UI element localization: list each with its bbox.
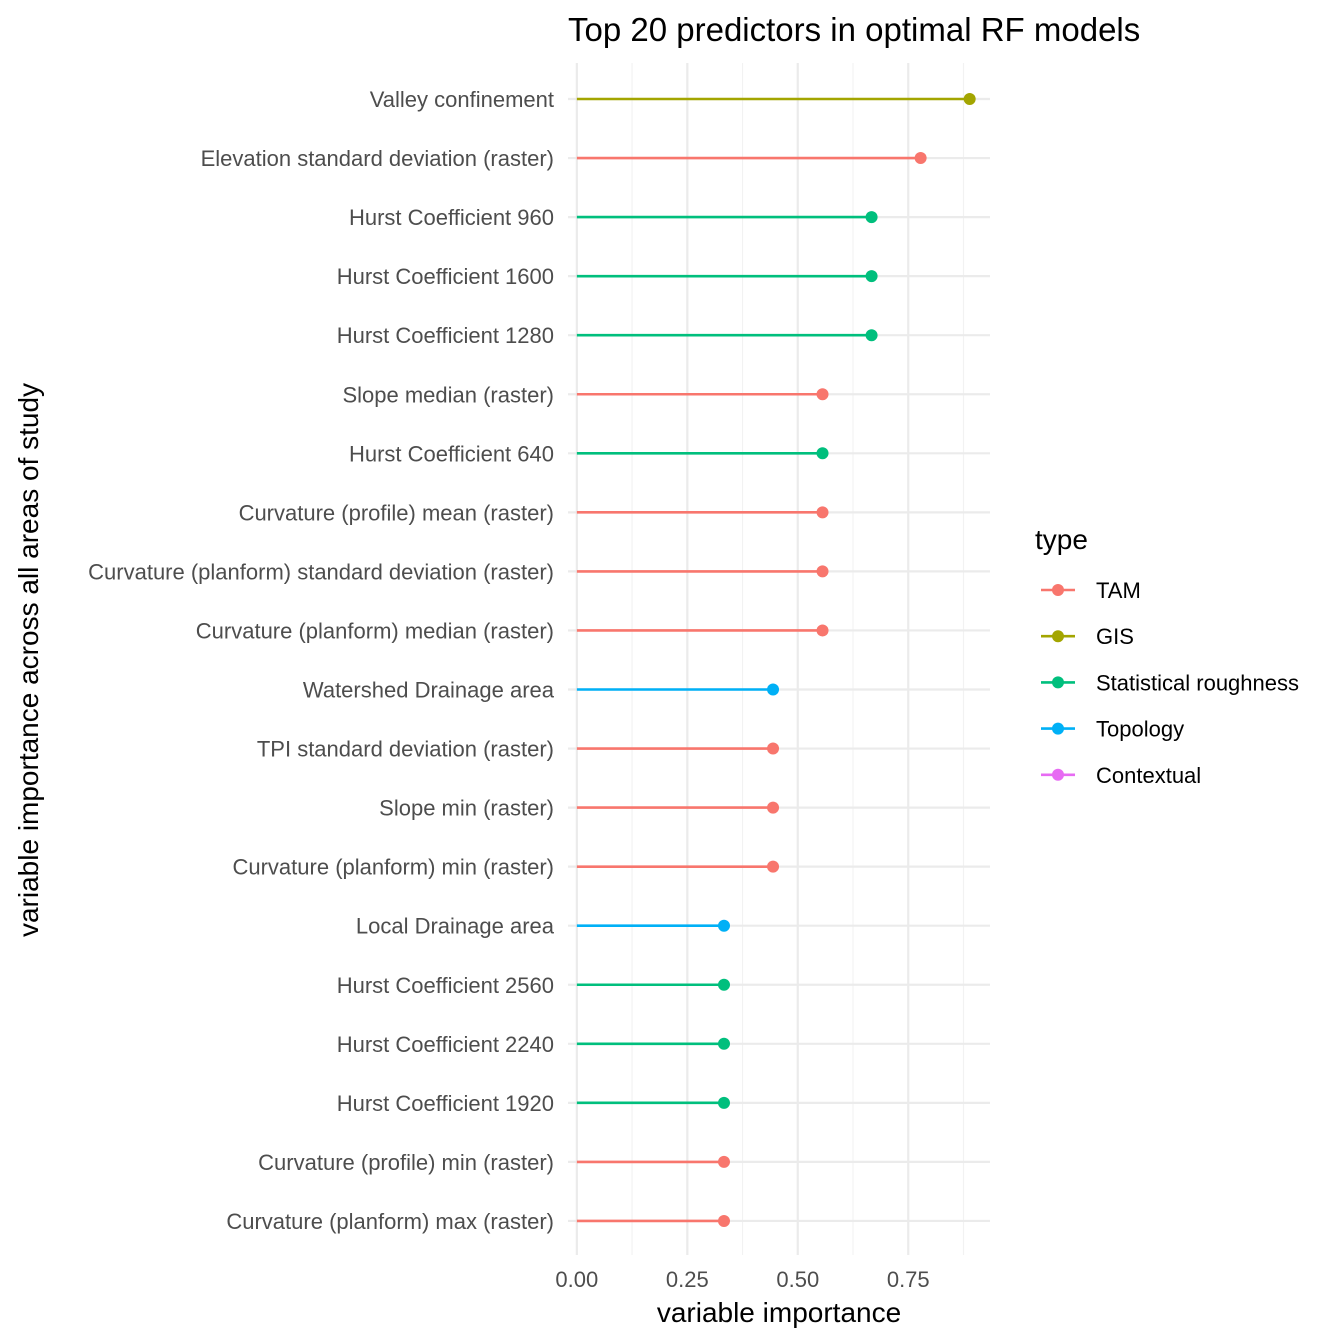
- lollipop-point: [717, 919, 730, 932]
- y-tick-label: Valley confinement: [370, 87, 554, 112]
- legend-key-point: [1052, 630, 1064, 643]
- lollipop-point: [717, 1037, 730, 1050]
- lollipop-point: [914, 152, 927, 165]
- legend-key: [1041, 584, 1075, 596]
- legend-key-point: [1052, 768, 1064, 781]
- lollipop-point: [767, 742, 780, 755]
- y-tick-label: Curvature (profile) mean (raster): [239, 500, 554, 525]
- lollipop-point: [816, 624, 829, 637]
- x-tick-label: 0.75: [887, 1267, 930, 1292]
- y-tick-label: Hurst Coefficient 2560: [337, 973, 554, 998]
- y-tick-label: Hurst Coefficient 2240: [337, 1032, 554, 1057]
- lollipop-segments: [576, 97, 970, 1223]
- x-tick-label: 0.50: [776, 1267, 819, 1292]
- y-tick-label: Hurst Coefficient 1920: [337, 1091, 554, 1116]
- y-tick-label: Curvature (planform) standard deviation …: [88, 559, 554, 584]
- y-tick-label: Elevation standard deviation (raster): [201, 146, 554, 171]
- lollipop-point: [717, 1096, 730, 1109]
- legend-key-point: [1052, 722, 1064, 735]
- y-tick-label: Hurst Coefficient 1600: [337, 264, 554, 289]
- y-tick-label: Local Drainage area: [356, 914, 555, 939]
- x-tick-label: 0.00: [555, 1267, 598, 1292]
- legend-label: Statistical roughness: [1096, 670, 1299, 695]
- y-tick-label: Curvature (planform) max (raster): [226, 1209, 554, 1234]
- lollipop-point: [816, 388, 829, 401]
- y-axis-title: variable importance across all areas of …: [13, 383, 44, 937]
- legend-label: Topology: [1096, 717, 1184, 742]
- y-tick-labels: Valley confinement Elevation standard dev…: [88, 87, 555, 1234]
- lollipop-point: [816, 447, 829, 460]
- legend-label: GIS: [1096, 624, 1134, 649]
- y-tick-label: Slope min (raster): [379, 796, 554, 821]
- y-tick-label: Curvature (planform) min (raster): [232, 855, 554, 880]
- lollipop-point: [865, 270, 878, 283]
- lollipop-point: [816, 565, 829, 578]
- lollipop-point: [767, 683, 780, 696]
- y-tick-label: Curvature (profile) min (raster): [258, 1150, 554, 1175]
- y-tick-label: Slope median (raster): [342, 382, 554, 407]
- lollipop-point: [767, 860, 780, 873]
- legend-key: [1041, 630, 1075, 643]
- legend-key: [1041, 722, 1075, 735]
- lollipop-point: [767, 801, 780, 814]
- legend-title: type: [1035, 524, 1088, 555]
- y-tick-label: Hurst Coefficient 640: [349, 441, 554, 466]
- major-gridlines: [568, 63, 990, 1255]
- x-tick-labels: 0.00 0.25 0.50 0.75: [555, 1267, 929, 1292]
- y-tick-label: Hurst Coefficient 1280: [337, 323, 554, 348]
- lollipop-points: [717, 93, 976, 1227]
- lollipop-point: [816, 506, 829, 519]
- x-axis-title: variable importance: [657, 1297, 901, 1328]
- legend-key: [1041, 768, 1075, 781]
- lollipop-point: [717, 1155, 730, 1168]
- y-tick-label: Watershed Drainage area: [303, 678, 555, 703]
- x-tick-label: 0.25: [666, 1267, 709, 1292]
- legend-label: Contextual: [1096, 763, 1201, 788]
- lollipop-point: [717, 978, 730, 991]
- legend: type TAM GIS Statistical roughness Topology…: [1035, 524, 1299, 788]
- chart-title: Top 20 predictors in optimal RF models: [568, 11, 1140, 48]
- y-tick-label: Hurst Coefficient 960: [349, 205, 554, 230]
- y-tick-label: Curvature (planform) median (raster): [196, 618, 554, 643]
- lollipop-point: [865, 329, 878, 342]
- lollipop-point: [865, 211, 878, 224]
- legend-key-point: [1052, 584, 1064, 596]
- lollipop-point: [717, 1214, 730, 1227]
- legend-key: [1041, 676, 1075, 689]
- legend-key-point: [1052, 676, 1064, 689]
- legend-label: TAM: [1096, 578, 1141, 603]
- lollipop-point: [963, 93, 976, 105]
- y-tick-label: TPI standard deviation (raster): [257, 737, 554, 762]
- minor-gridlines: [631, 63, 965, 1255]
